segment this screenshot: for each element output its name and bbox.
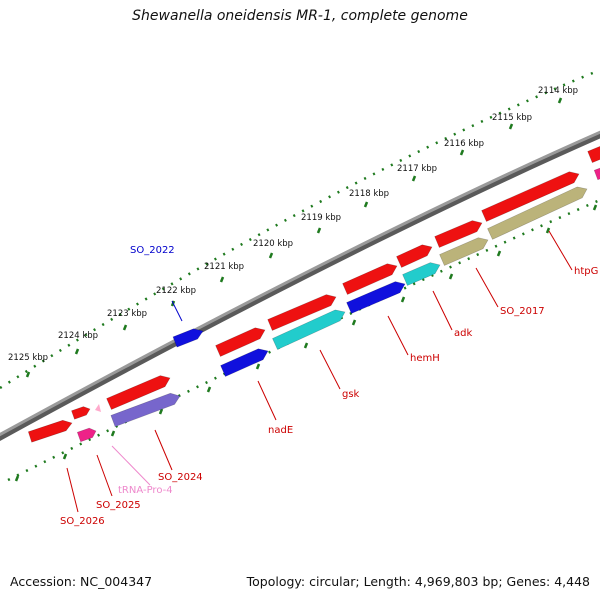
gene-label: hemH — [410, 353, 440, 364]
gene-cyan-gsk — [272, 309, 346, 350]
gene-label: SO_2024 — [158, 472, 203, 483]
gene-label: SO_2017 — [500, 306, 545, 317]
gene-label: gsk — [342, 389, 360, 400]
major-tick — [316, 227, 322, 234]
major-tick — [496, 250, 502, 257]
major-tick — [411, 175, 417, 182]
gene-olive-2 — [487, 186, 588, 240]
gene-nade — [215, 327, 266, 357]
label-connector — [548, 230, 573, 271]
major-tick — [351, 319, 357, 326]
tick-label: 2114 kbp — [538, 86, 578, 96]
gene-label: adk — [454, 328, 472, 339]
gene-label: SO_2022 — [130, 245, 175, 256]
tick-label: 2115 kbp — [492, 113, 532, 123]
gene-cyan-adk — [402, 262, 441, 286]
gene-edge-red — [587, 146, 600, 163]
tick-label: 2117 kbp — [397, 164, 437, 174]
major-tick — [448, 273, 454, 280]
gene-htpg — [481, 171, 580, 222]
backbone-arc — [0, 130, 600, 437]
trna-pro-4-mark — [95, 404, 101, 412]
gene-label: htpG — [574, 266, 598, 277]
major-tick — [25, 371, 31, 378]
label-connector — [257, 380, 277, 421]
gene-so-2022 — [172, 328, 204, 348]
map-title: Shewanella oneidensis MR-1, complete gen… — [132, 8, 468, 24]
gene-gsk-upper — [267, 294, 337, 331]
tick-label: 2125 kbp — [8, 353, 48, 363]
gene-edge-pink — [593, 167, 600, 181]
major-tick — [268, 252, 274, 259]
tick-label: 2118 kbp — [349, 189, 389, 199]
label-connector — [475, 267, 499, 308]
label-connector — [96, 454, 113, 497]
gene-so-2025-small — [71, 406, 91, 420]
major-tick — [255, 363, 261, 370]
gene-so-2024 — [106, 375, 171, 410]
major-tick — [557, 97, 563, 104]
major-tick — [545, 227, 551, 234]
accession-label: Accession: NC_004347 — [10, 574, 153, 589]
gene-label: SO_2026 — [60, 516, 105, 527]
major-tick — [110, 430, 116, 437]
gene-adk-upper — [396, 244, 433, 268]
label-connector — [111, 445, 151, 486]
major-tick — [62, 453, 68, 460]
gene-hemh-upper — [342, 263, 398, 295]
label-connector — [171, 300, 183, 322]
gene-olive-1 — [439, 237, 489, 266]
gene-purple — [110, 392, 181, 427]
tick-label: 2120 kbp — [253, 239, 293, 249]
gene-label: SO_2025 — [96, 500, 141, 511]
gene-blue-hemh — [346, 281, 406, 314]
tick-label: 2121 kbp — [204, 262, 244, 272]
tick-label: 2124 kbp — [58, 331, 98, 341]
tick-label: 2123 kbp — [107, 309, 147, 319]
backbone-arc-shadow — [0, 131, 600, 441]
tick-label: 2116 kbp — [444, 139, 484, 149]
label-connector — [319, 349, 341, 390]
major-tick — [508, 123, 514, 130]
label-connector — [387, 315, 409, 356]
tick-label: 2119 kbp — [301, 213, 341, 223]
major-tick — [459, 149, 465, 156]
major-tick — [74, 348, 80, 355]
label-connector — [154, 429, 173, 471]
label-connector — [66, 467, 79, 513]
major-tick — [363, 201, 369, 208]
major-tick — [303, 342, 309, 349]
major-tick — [219, 276, 225, 283]
gene-blue-nade — [220, 348, 269, 377]
major-tick — [592, 204, 598, 211]
major-tick — [400, 296, 406, 303]
gene-label: tRNA-Pro-4 — [118, 485, 173, 496]
gene-so-2025 — [76, 427, 97, 443]
gene-so-2026 — [27, 419, 73, 443]
gene-so-2017-upper — [434, 220, 483, 248]
major-tick — [122, 324, 128, 331]
label-connector — [432, 290, 453, 331]
major-tick — [158, 408, 164, 415]
inner-dotted-ring — [7, 198, 600, 482]
topology-label: Topology: circular; Length: 4,969,803 bp… — [246, 574, 590, 589]
major-tick — [206, 386, 212, 393]
gene-label: nadE — [268, 425, 293, 436]
major-tick — [14, 475, 20, 482]
tick-label: 2122 kbp — [156, 286, 196, 296]
